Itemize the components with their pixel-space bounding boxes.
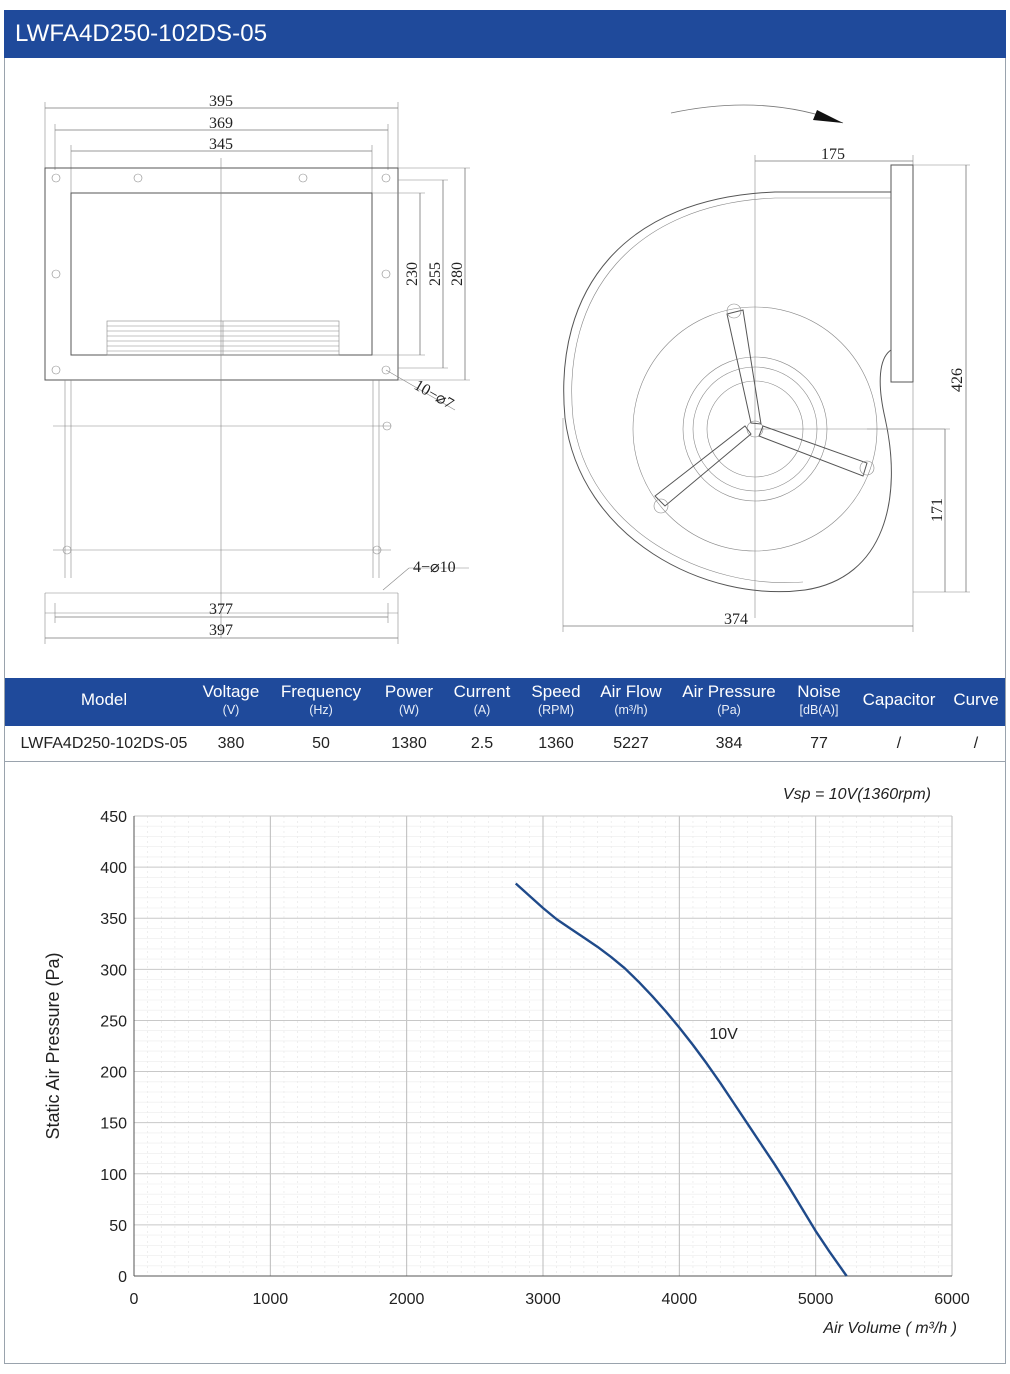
dim-280: 280 <box>449 262 466 286</box>
y-tick-label: 300 <box>100 962 127 979</box>
x-tick-label: 2000 <box>389 1291 425 1308</box>
dim-369: 369 <box>209 115 233 132</box>
dim-397: 397 <box>209 622 233 639</box>
header-frequency: Frequency (Hz) <box>280 682 362 717</box>
x-tick-label: 0 <box>130 1291 139 1308</box>
header-air-flow: Air Flow (m³/h) <box>600 682 662 717</box>
y-tick-label: 50 <box>109 1218 127 1235</box>
dim-255: 255 <box>427 262 444 286</box>
cell-air-flow: 5227 <box>613 735 649 752</box>
series: 10V <box>514 882 848 1277</box>
x-tick-label: 1000 <box>253 1291 289 1308</box>
y-tick-label: 350 <box>100 911 127 928</box>
header-air-pressure: Air Pressure (Pa) <box>682 682 776 717</box>
drawing-svg: 395 369 345 <box>44 93 970 644</box>
side-view: 175 426 <box>562 104 970 632</box>
x-tick-label: 5000 <box>798 1291 834 1308</box>
cell-capacitor: / <box>896 735 902 752</box>
cell-air-pressure: 384 <box>715 735 743 752</box>
cell-voltage: 380 <box>217 735 245 752</box>
x-axis-label: Air Volume ( m³/h ) <box>822 1320 957 1337</box>
dim-395: 395 <box>209 93 233 110</box>
header-speed: Speed (RPM) <box>531 682 581 717</box>
cell-power: 1380 <box>391 735 427 752</box>
series-line-10v <box>514 882 848 1277</box>
product-title: LWFA4D250-102DS-05 <box>15 20 268 47</box>
cell-model: LWFA4D250-102DS-05 <box>20 735 188 752</box>
header-noise: Noise [dB(A)] <box>797 682 841 717</box>
dimension-drawing: 395 369 345 <box>5 58 1005 678</box>
dim-377: 377 <box>209 601 233 618</box>
dim-374: 374 <box>724 611 748 628</box>
hole-note-4: 4−⌀10 <box>413 559 456 576</box>
cell-speed: 1360 <box>538 735 574 752</box>
spec-table-row: LWFA4D250-102DS-05 380 50 1380 2.5 1360 … <box>5 726 1005 762</box>
header-curve: Curve <box>953 690 999 709</box>
y-tick-label: 150 <box>100 1116 127 1133</box>
cell-current: 2.5 <box>470 735 494 752</box>
chart-svg: 0 1000 2000 3000 4000 5000 6000 0 50 100 150 200 250… <box>43 786 970 1337</box>
y-tick-label: 200 <box>100 1065 127 1082</box>
x-tick-label: 3000 <box>525 1291 561 1308</box>
y-tick-label: 0 <box>118 1269 127 1286</box>
dim-426: 426 <box>949 368 966 392</box>
front-view: 395 369 345 <box>44 93 470 644</box>
grid <box>133 815 953 1277</box>
dim-230: 230 <box>404 262 421 286</box>
x-tick-label: 4000 <box>662 1291 698 1308</box>
dim-175: 175 <box>821 146 845 163</box>
spec-table: Model Voltage (V) Frequency (Hz) Power (W) … <box>5 678 1005 764</box>
header-model: Model <box>80 690 128 709</box>
header-power: Power (W) <box>384 682 434 717</box>
rotation-arrow-icon <box>813 110 843 123</box>
cell-curve: / <box>973 735 979 752</box>
y-axis-label: Static Air Pressure (Pa) <box>43 952 63 1139</box>
header-voltage: Voltage (V) <box>202 682 260 717</box>
axes: 0 1000 2000 3000 4000 5000 6000 0 50 100 150 200 250… <box>100 809 970 1308</box>
dim-171: 171 <box>929 498 946 522</box>
y-tick-label: 250 <box>100 1013 127 1030</box>
chart-annotation: Vsp = 10V(1360rpm) <box>783 786 931 803</box>
performance-chart: 0 1000 2000 3000 4000 5000 6000 0 50 100 150 200 250… <box>5 768 1005 1364</box>
header-current: Current (A) <box>453 682 511 717</box>
spec-table-header: Model Voltage (V) Frequency (Hz) Power (W) … <box>5 678 1005 726</box>
y-tick-label: 400 <box>100 860 127 877</box>
cell-noise: 77 <box>810 735 828 752</box>
header-capacitor: Capacitor <box>862 690 936 709</box>
dim-345: 345 <box>209 136 233 153</box>
y-tick-label: 450 <box>100 809 127 826</box>
cell-frequency: 50 <box>312 735 330 752</box>
title-bar: LWFA4D250-102DS-05 <box>4 10 1006 58</box>
x-tick-label: 6000 <box>934 1291 970 1308</box>
hole-note-10: 10−⌀7 <box>411 377 456 413</box>
series-label-10v: 10V <box>709 1026 738 1043</box>
y-tick-label: 100 <box>100 1167 127 1184</box>
